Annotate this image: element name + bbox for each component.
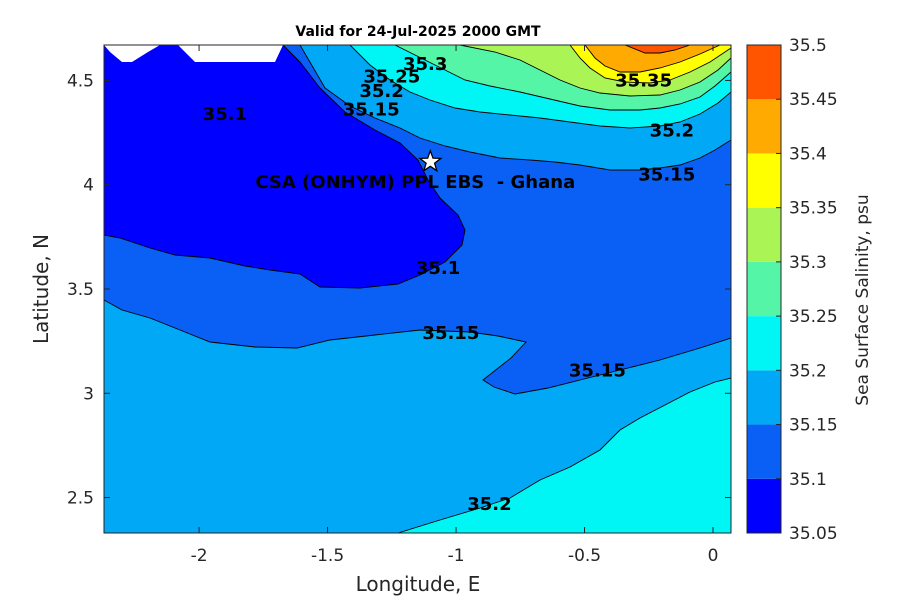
colorbar-segment bbox=[747, 153, 781, 208]
x-tick-label: -1.5 bbox=[311, 546, 344, 566]
station-label: CSA (ONHYM) PPL EBS - Ghana bbox=[255, 172, 575, 193]
x-axis-title: Longitude, E bbox=[356, 572, 481, 596]
contour-label: 35.2 bbox=[467, 494, 511, 515]
band-35-2-35-25-south bbox=[398, 378, 731, 533]
band-35-4-35-45 bbox=[585, 45, 720, 72]
station-marker-group: CSA (ONHYM) PPL EBS - Ghana bbox=[255, 148, 575, 193]
contour-label: 35.2 bbox=[650, 121, 694, 142]
colorbar-tick-label: 35.3 bbox=[789, 253, 827, 273]
y-tick-label: 4 bbox=[83, 176, 94, 196]
land-mask bbox=[104, 45, 283, 62]
colorbar-frame bbox=[746, 44, 782, 534]
colorbar-segment bbox=[747, 370, 781, 425]
colorbar: 35.05 35.1 35.15 35.2 35.25 35.3 35.35 35.4 35.4… bbox=[746, 36, 838, 544]
x-axis: -2 -1.5 -1 -0.5 0 bbox=[191, 45, 719, 566]
y-tick-label: 3 bbox=[83, 384, 94, 404]
colorbar-title: Sea Surface Salinity, psu bbox=[853, 194, 873, 405]
contour-label: 35.3 bbox=[403, 54, 447, 75]
y-axis: 2.5 3 3.5 4 4.5 bbox=[67, 71, 731, 509]
colorbar-segment bbox=[747, 45, 781, 100]
band-35-05-35-1 bbox=[104, 45, 465, 288]
colorbar-tick-label: 35.1 bbox=[789, 470, 827, 490]
colorbar-segment bbox=[747, 424, 781, 479]
chart-title: Valid for 24-Jul-2025 2000 GMT bbox=[295, 24, 541, 40]
x-tick-label: -2 bbox=[191, 546, 208, 566]
x-tick-label: -1 bbox=[448, 546, 465, 566]
contour-label: 35.15 bbox=[638, 164, 695, 185]
colorbar-tick-label: 35.4 bbox=[789, 144, 827, 164]
contour-label: 35.1 bbox=[416, 258, 460, 279]
colorbar-segment bbox=[747, 478, 781, 533]
station-star-icon bbox=[418, 148, 443, 173]
colorbar-tick-label: 35.05 bbox=[789, 524, 838, 544]
colorbar-tick-label: 35.15 bbox=[789, 416, 838, 436]
y-tick-label: 2.5 bbox=[67, 489, 94, 509]
contour-label: 35.15 bbox=[343, 100, 400, 121]
colorbar-tick-label: 35.2 bbox=[789, 361, 827, 381]
contour-label: 35.1 bbox=[203, 104, 247, 125]
contour-labels: 35.335.2535.235.1535.135.3535.235.1535.1… bbox=[203, 54, 696, 515]
colorbar-segment bbox=[747, 99, 781, 154]
contour-label: 35.35 bbox=[615, 70, 672, 91]
colorbar-tick-label: 35.45 bbox=[789, 90, 838, 110]
contour-label: 35.2 bbox=[359, 81, 403, 102]
y-tick-label: 4.5 bbox=[67, 71, 94, 91]
y-tick-label: 3.5 bbox=[67, 280, 94, 300]
contour-label: 35.15 bbox=[422, 323, 479, 344]
contour-label: 35.25 bbox=[363, 66, 420, 87]
colorbar-tick-label: 35.25 bbox=[789, 307, 838, 327]
contour-lines bbox=[104, 45, 731, 533]
colorbar-tick-label: 35.5 bbox=[789, 36, 827, 56]
colorbar-segment bbox=[747, 316, 781, 371]
plot-area: 35.335.2535.235.1535.135.3535.235.1535.1… bbox=[104, 45, 731, 533]
colorbar-tick-label: 35.35 bbox=[789, 199, 838, 219]
colorbar-segment bbox=[747, 261, 781, 317]
x-tick-label: 0 bbox=[708, 546, 719, 566]
contour-label: 35.15 bbox=[569, 360, 626, 381]
y-axis-title: Latitude, N bbox=[29, 234, 53, 344]
x-tick-label: -0.5 bbox=[568, 546, 601, 566]
colorbar-segment bbox=[747, 207, 781, 262]
band-35-45-35-5 bbox=[625, 45, 690, 53]
